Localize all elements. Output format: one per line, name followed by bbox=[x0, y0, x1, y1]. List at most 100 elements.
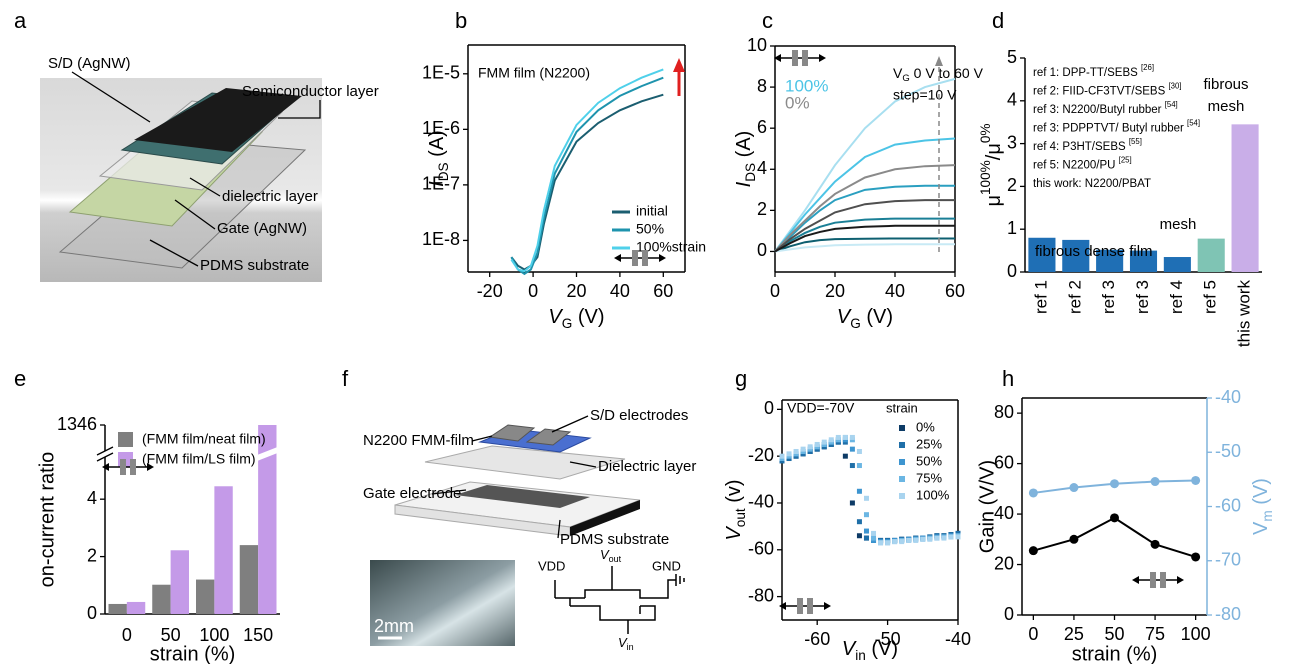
legend-title: strain bbox=[886, 400, 918, 415]
point bbox=[927, 536, 933, 542]
line-series bbox=[774, 237, 955, 253]
y-tick-label: 0 bbox=[1007, 261, 1017, 281]
bar bbox=[170, 550, 189, 614]
strain-icon bbox=[147, 463, 154, 471]
line-series bbox=[774, 243, 955, 253]
x-tick-label: -40 bbox=[945, 629, 971, 649]
x-axis-label-part: (V) bbox=[866, 638, 898, 660]
strain-icon bbox=[1132, 576, 1139, 584]
annotation: VDD=-70V bbox=[787, 400, 855, 416]
leader-lines bbox=[71, 71, 321, 267]
bar bbox=[1096, 249, 1124, 272]
y2-axis-label-part: V bbox=[1250, 521, 1272, 535]
x-tick-label: 100 bbox=[1181, 624, 1211, 644]
y-tick-label: 4 bbox=[757, 158, 767, 178]
y-tick-label: 1E-7 bbox=[422, 174, 460, 194]
point bbox=[892, 539, 898, 545]
point bbox=[856, 463, 862, 469]
x-axis-label: strain (%) bbox=[150, 643, 236, 664]
legend-label: 0% bbox=[916, 419, 935, 434]
y-tick-label: 5 bbox=[1007, 47, 1017, 67]
bar bbox=[196, 579, 215, 614]
y-tick-label: 0 bbox=[764, 398, 774, 418]
point bbox=[913, 537, 919, 543]
legend-swatch bbox=[899, 442, 905, 448]
legend-label: 100% bbox=[916, 487, 950, 502]
reference: ref 3: N2200/Butyl rubber [54] bbox=[1033, 100, 1178, 116]
sd-electrode bbox=[488, 424, 536, 442]
y-axis-label-part: (v) bbox=[723, 479, 745, 508]
annotation: mesh bbox=[1160, 216, 1197, 233]
x-axis-label-part: V bbox=[837, 306, 852, 328]
y-tick-label: 1346 bbox=[57, 414, 97, 434]
y-axis-label-part: I bbox=[733, 181, 755, 187]
point bbox=[863, 512, 869, 518]
point bbox=[814, 441, 820, 447]
y-tick-label: 1E-5 bbox=[422, 63, 460, 83]
leader-lines bbox=[431, 415, 597, 539]
point bbox=[1150, 477, 1160, 487]
point bbox=[856, 448, 862, 454]
annotation: step=10 V bbox=[893, 87, 957, 103]
point bbox=[800, 446, 806, 452]
x-axis-label: Vin (V) bbox=[842, 638, 898, 662]
point bbox=[786, 451, 792, 457]
circuit-label-part: in bbox=[627, 642, 634, 652]
point bbox=[1191, 552, 1201, 562]
annotation-part: 0 V to 60 V bbox=[910, 65, 984, 81]
x-axis-label: strain (%) bbox=[1072, 643, 1158, 664]
legend-label: (FMM film/neat film) bbox=[142, 431, 266, 447]
x-tick-label: 40 bbox=[610, 281, 630, 301]
legend-swatch bbox=[899, 459, 905, 465]
annotation: VG 0 V to 60 V bbox=[893, 65, 984, 84]
point bbox=[871, 530, 877, 536]
point bbox=[856, 533, 862, 539]
strain-icon bbox=[797, 598, 803, 614]
point bbox=[856, 519, 862, 525]
strain-icon bbox=[1150, 572, 1156, 588]
line-series bbox=[774, 224, 955, 253]
line-series bbox=[774, 77, 956, 253]
scale-bar-label: 2mm bbox=[374, 616, 414, 636]
diagram-label: PDMS substrate bbox=[560, 531, 669, 548]
panel-letter: f bbox=[342, 366, 349, 391]
y2-axis-label-part: (V) bbox=[1250, 478, 1272, 510]
axis-break bbox=[96, 446, 114, 462]
point bbox=[849, 463, 855, 469]
gate-electrode bbox=[455, 485, 590, 508]
x-tick-label: ref 1 bbox=[1031, 280, 1050, 314]
y-axis-label-part: out bbox=[733, 508, 748, 527]
reference: ref 2: FIID-CF3TVT/SEBS [30] bbox=[1033, 81, 1182, 97]
y-tick-label: -40 bbox=[748, 492, 774, 512]
line-series bbox=[510, 93, 664, 271]
y-tick-label: 0 bbox=[1004, 604, 1014, 624]
reference-part: [54] bbox=[1187, 118, 1200, 127]
legend-label: 0% bbox=[785, 93, 810, 112]
point bbox=[856, 488, 862, 494]
circuit-label: VDD bbox=[538, 558, 565, 573]
y-tick-label: -50 bbox=[1215, 441, 1241, 461]
y-axis-label: IDS (A) bbox=[733, 131, 757, 188]
bar bbox=[152, 584, 171, 614]
x-tick-label: 20 bbox=[825, 281, 845, 301]
legend-swatch bbox=[899, 476, 905, 482]
x-tick-label: 50 bbox=[161, 625, 181, 645]
point bbox=[842, 434, 848, 440]
panel-letter: e bbox=[14, 366, 26, 391]
legend-label: (FMM film/LS film) bbox=[142, 451, 256, 467]
legend-label: 50% bbox=[636, 221, 664, 237]
x-axis-label: VG (V) bbox=[837, 306, 893, 330]
trend-arrow bbox=[673, 58, 685, 72]
point bbox=[1028, 546, 1038, 556]
y-tick-label: 4 bbox=[87, 488, 97, 508]
point bbox=[934, 535, 940, 541]
circuit-label: Vout bbox=[600, 547, 622, 564]
y-tick-label: 80 bbox=[994, 402, 1014, 422]
y-tick-label: 6 bbox=[757, 117, 767, 137]
bar-break bbox=[257, 447, 278, 461]
y-axis-label-part: (A) bbox=[733, 131, 755, 163]
y-axis-label: Vout (v) bbox=[723, 479, 747, 540]
annotation-part: V bbox=[893, 65, 903, 81]
x-tick-label: -20 bbox=[477, 281, 503, 301]
